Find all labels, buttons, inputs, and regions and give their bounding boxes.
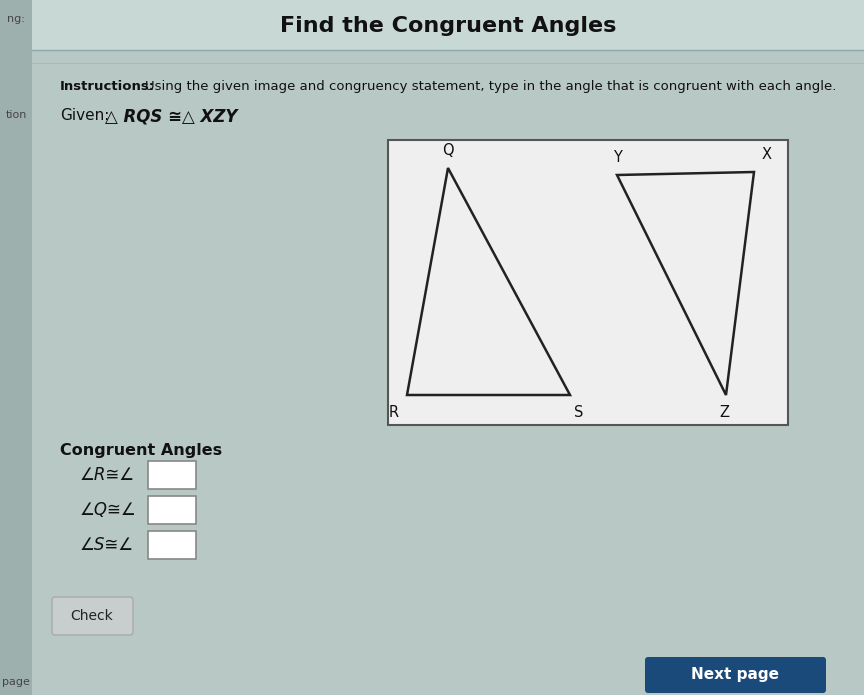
Text: Given:: Given: (60, 108, 110, 123)
FancyBboxPatch shape (32, 0, 864, 50)
FancyBboxPatch shape (52, 597, 133, 635)
FancyBboxPatch shape (645, 657, 826, 693)
Text: Instructions:: Instructions: (60, 80, 156, 93)
FancyBboxPatch shape (388, 140, 788, 425)
FancyBboxPatch shape (0, 0, 32, 695)
FancyBboxPatch shape (148, 496, 196, 524)
Text: ∠R≅∠: ∠R≅∠ (80, 466, 135, 484)
Text: ∠S≅∠: ∠S≅∠ (80, 536, 134, 554)
FancyBboxPatch shape (148, 461, 196, 489)
FancyBboxPatch shape (148, 531, 196, 559)
Text: Using the given image and congruency statement, type in the angle that is congru: Using the given image and congruency sta… (145, 80, 836, 93)
Text: R: R (389, 405, 399, 420)
Text: ng:: ng: (7, 14, 25, 24)
Text: △ RQS ≅△ XZY: △ RQS ≅△ XZY (105, 108, 238, 126)
Text: S: S (574, 405, 583, 420)
Text: Find the Congruent Angles: Find the Congruent Angles (280, 16, 616, 36)
Text: tion: tion (5, 110, 27, 120)
Text: Y: Y (613, 150, 621, 165)
Text: ∠Q≅∠: ∠Q≅∠ (80, 501, 137, 519)
Text: Congruent Angles: Congruent Angles (60, 443, 222, 458)
Text: page: page (2, 677, 30, 687)
Text: Next page: Next page (691, 667, 779, 682)
Text: Check: Check (71, 609, 113, 623)
Text: Z: Z (719, 405, 729, 420)
Text: Q: Q (442, 143, 454, 158)
Text: X: X (762, 147, 772, 162)
